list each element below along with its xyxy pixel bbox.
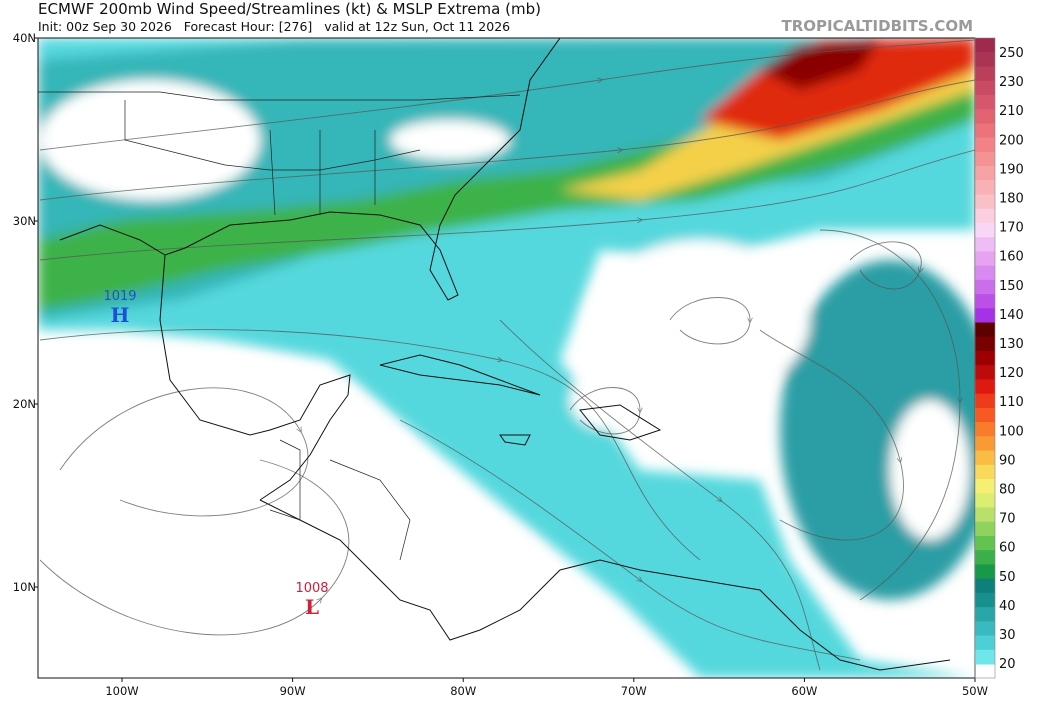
colorbar-segment: [975, 621, 995, 637]
colorbar-segment: [975, 251, 995, 267]
colorbar-segment: [975, 578, 995, 594]
colorbar-label: 80: [999, 483, 1016, 498]
colorbar-segment: [975, 123, 995, 139]
pressure-letter: H: [111, 303, 130, 327]
colorbar-segment: [975, 464, 995, 480]
colorbar-label: 160: [999, 250, 1024, 265]
colorbar-segment: [975, 109, 995, 124]
colorbar-segment: [975, 379, 995, 395]
colorbar-segment: [975, 564, 995, 580]
colorbar-segment: [975, 166, 995, 181]
lon-label: 70W: [621, 684, 647, 698]
colorbar-segment: [975, 66, 995, 82]
colorbar-segment: [975, 493, 995, 508]
colorbar-label: 20: [999, 657, 1016, 672]
watermark: TROPICALTIDBITS.COM: [782, 17, 974, 35]
colorbar-label: 180: [999, 192, 1024, 207]
colorbar-segment: [975, 279, 995, 295]
lat-label: 20N: [13, 397, 36, 411]
colorbar-segment: [975, 592, 995, 608]
colorbar-segment: [975, 151, 995, 167]
streamlines: [39, 39, 975, 671]
lat-label: 10N: [13, 580, 36, 594]
colorbar-segment: [975, 607, 995, 622]
colorbar-segment: [975, 436, 995, 452]
lon-label: 50W: [962, 684, 988, 698]
colorbar-label: 60: [999, 541, 1016, 556]
colorbar-label: 230: [999, 75, 1024, 90]
colorbar-segment: [975, 52, 995, 67]
colorbar-segment: [975, 450, 995, 466]
colorbar-segment: [975, 222, 995, 238]
lat-label: 30N: [13, 214, 36, 228]
colorbar-segment: [975, 635, 995, 651]
subtitle: Init: 00z Sep 30 2026 Forecast Hour: [27…: [38, 19, 510, 34]
colorbar-label: 210: [999, 104, 1024, 119]
colorbar-segment: [975, 308, 995, 324]
lon-label: 90W: [280, 684, 306, 698]
colorbar-segment: [975, 237, 995, 252]
lon-label: 100W: [105, 684, 138, 698]
colorbar-segment: [975, 38, 995, 53]
colorbar-segment: [975, 94, 995, 110]
borders: [38, 91, 521, 561]
colorbar-label: 40: [999, 599, 1016, 614]
colorbar-label: 90: [999, 453, 1016, 468]
colorbar-segment: [975, 294, 995, 309]
colorbar-frame: [974, 37, 996, 679]
colorbar-segment: [975, 393, 995, 409]
colorbar-segment: [975, 208, 995, 224]
colorbar-segment: [975, 479, 995, 494]
colorbar-segment: [975, 322, 995, 338]
colorbar-label: 100: [999, 424, 1024, 439]
colorbar-segment: [975, 336, 995, 352]
colorbar-segment: [975, 535, 995, 551]
colorbar-label: 200: [999, 133, 1024, 148]
colorbar-segment: [975, 521, 995, 537]
colorbar-segment: [975, 137, 995, 153]
pressure-letter: L: [305, 595, 319, 619]
colorbar-segment: [975, 351, 995, 366]
title: ECMWF 200mb Wind Speed/Streamlines (kt) …: [38, 0, 541, 18]
colorbar-segment: [975, 194, 995, 210]
colorbar-label: 170: [999, 221, 1024, 236]
axis-ticks: 40N 30N 20N 10N 100W 90W 80W 70W 60W 50W: [13, 31, 988, 698]
colorbar-label: 110: [999, 395, 1024, 410]
map-area: [38, 38, 975, 678]
colorbar-segment: [975, 265, 995, 281]
colorbar-segment: [975, 407, 995, 423]
colorbar-label: 120: [999, 366, 1024, 381]
colorbar-segment: [975, 180, 995, 195]
lon-label: 60W: [791, 684, 817, 698]
colorbar-segment: [975, 422, 995, 437]
pressure-value: 1019: [103, 289, 136, 304]
colorbar-segment: [975, 550, 995, 565]
lat-label: 40N: [13, 31, 36, 45]
colorbar-segment: [975, 365, 995, 380]
wind-shading: [38, 38, 975, 678]
colorbar-label: 250: [999, 46, 1024, 61]
pressure-value: 1008: [295, 581, 328, 596]
colorbar-label: 130: [999, 337, 1024, 352]
colorbar-segment: [975, 80, 995, 96]
colorbar-label: 140: [999, 308, 1024, 323]
colorbar-label: 50: [999, 570, 1016, 585]
colorbar-segment: [975, 507, 995, 523]
colorbar-label: 30: [999, 628, 1016, 643]
colorbar-label: 190: [999, 162, 1024, 177]
coastlines: [59, 38, 951, 671]
colorbar-segment: [975, 649, 995, 665]
colorbar-label: 70: [999, 512, 1016, 527]
colorbar: 250 230 210 200 190 180 170 160 150 140 130 120 110 1…: [974, 37, 1024, 679]
lon-label: 80W: [450, 684, 476, 698]
colorbar-label: 150: [999, 279, 1024, 294]
